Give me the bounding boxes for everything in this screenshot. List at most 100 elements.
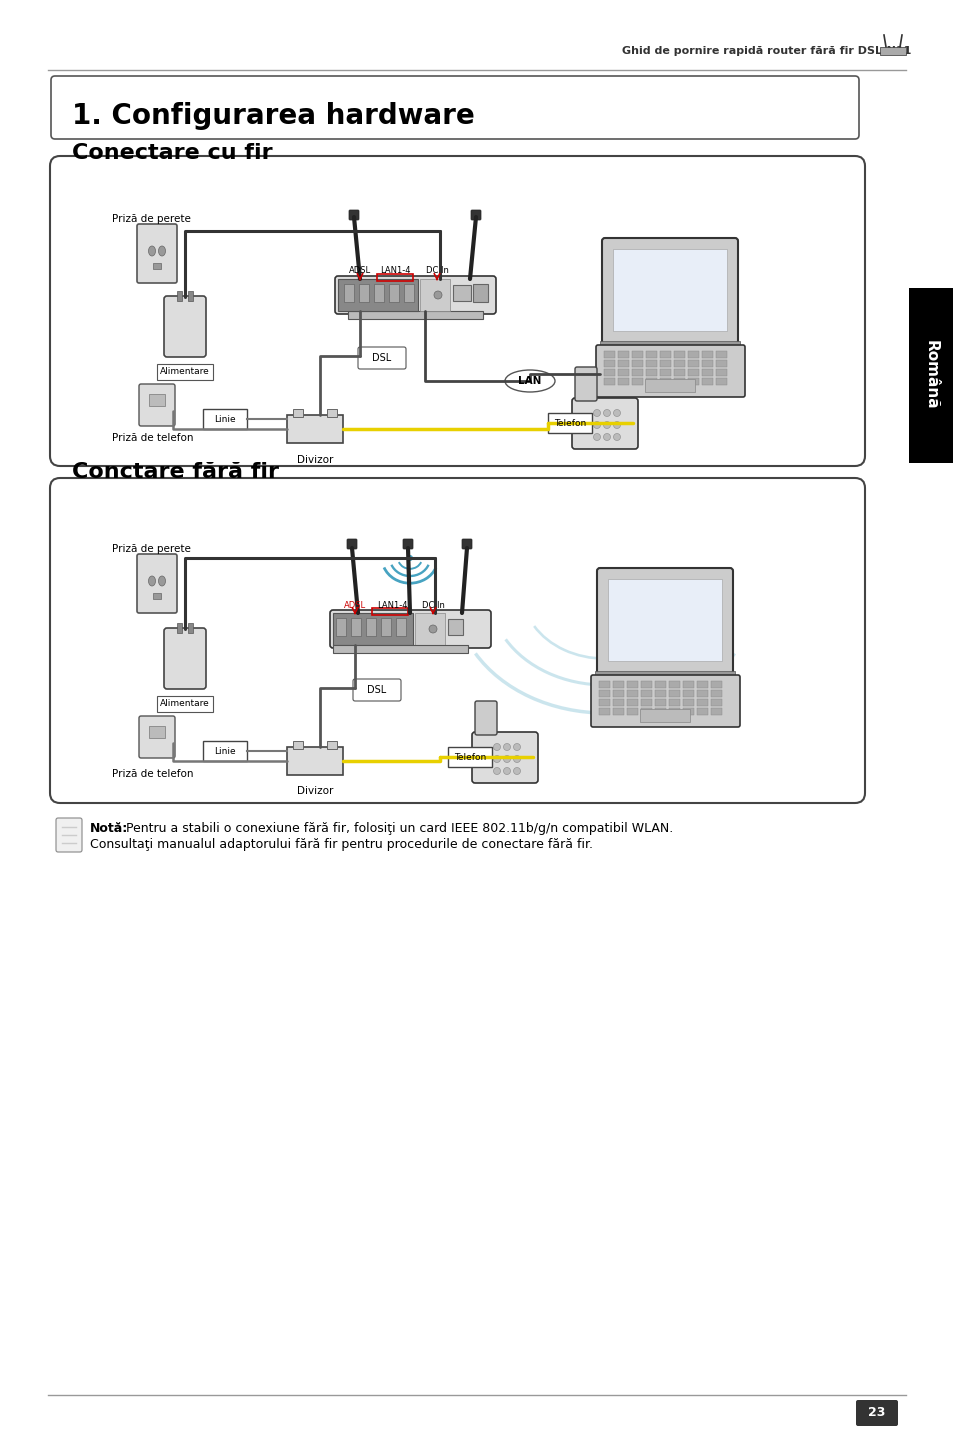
Text: Linie: Linie — [214, 746, 235, 756]
Text: Divizor: Divizor — [296, 455, 333, 465]
Bar — [668, 707, 679, 715]
Bar — [618, 369, 628, 377]
Bar — [598, 682, 609, 687]
Text: 23: 23 — [867, 1406, 884, 1419]
Text: Consultaţi manualul adaptorului fără fir pentru procedurile de conectare fără fi: Consultaţi manualul adaptorului fără fir… — [90, 838, 593, 851]
FancyBboxPatch shape — [347, 538, 356, 548]
Bar — [473, 284, 488, 302]
Text: 1. Configurarea hardware: 1. Configurarea hardware — [71, 102, 475, 130]
Circle shape — [407, 556, 413, 561]
Text: ADSL: ADSL — [344, 601, 366, 610]
Bar — [547, 412, 592, 432]
Bar — [631, 359, 642, 367]
Bar — [626, 690, 638, 697]
Text: Notă:: Notă: — [90, 822, 128, 835]
Circle shape — [493, 768, 500, 775]
Bar — [659, 369, 670, 377]
Bar — [655, 690, 665, 697]
Bar — [595, 672, 734, 677]
Bar — [149, 726, 165, 737]
FancyBboxPatch shape — [475, 702, 497, 735]
Circle shape — [513, 756, 520, 762]
Bar — [203, 410, 247, 430]
Bar — [149, 394, 165, 407]
Bar — [710, 682, 721, 687]
FancyBboxPatch shape — [330, 610, 491, 649]
FancyBboxPatch shape — [601, 238, 738, 344]
Text: Ghid de pornire rapidă router fără fir DSL-N11: Ghid de pornire rapidă router fără fir D… — [621, 46, 910, 56]
Bar — [351, 619, 360, 636]
Circle shape — [613, 434, 619, 441]
FancyBboxPatch shape — [164, 296, 206, 357]
Bar — [344, 284, 354, 302]
Text: Linie: Linie — [214, 414, 235, 424]
Circle shape — [613, 410, 619, 417]
Bar — [152, 263, 161, 269]
Bar — [640, 690, 651, 697]
Bar — [293, 410, 303, 417]
Circle shape — [429, 624, 436, 633]
Ellipse shape — [158, 246, 165, 256]
Bar — [682, 699, 693, 706]
FancyBboxPatch shape — [461, 538, 472, 548]
Bar — [682, 682, 693, 687]
Circle shape — [593, 410, 599, 417]
Text: Conectare cu fir: Conectare cu fir — [71, 143, 273, 163]
Bar — [716, 351, 726, 358]
Bar — [644, 379, 695, 392]
Bar — [419, 279, 450, 311]
Bar — [701, 351, 712, 358]
Bar — [673, 359, 684, 367]
Bar — [453, 285, 471, 301]
Bar — [327, 740, 336, 749]
Bar — [335, 619, 346, 636]
Ellipse shape — [158, 576, 165, 586]
Bar — [645, 378, 657, 385]
Bar — [655, 707, 665, 715]
Bar — [415, 613, 444, 644]
FancyBboxPatch shape — [50, 478, 864, 803]
Text: LAN1-4: LAN1-4 — [376, 601, 407, 610]
FancyBboxPatch shape — [50, 156, 864, 465]
Bar — [687, 351, 699, 358]
Bar — [687, 378, 699, 385]
Ellipse shape — [504, 369, 555, 392]
Bar — [631, 351, 642, 358]
Bar — [668, 690, 679, 697]
Bar — [701, 359, 712, 367]
Circle shape — [603, 421, 610, 428]
Bar — [710, 690, 721, 697]
Bar — [607, 579, 721, 662]
Bar — [448, 619, 462, 634]
Bar — [682, 690, 693, 697]
Bar — [613, 249, 726, 331]
Bar — [389, 284, 398, 302]
Bar — [376, 274, 413, 281]
Bar — [395, 619, 406, 636]
Bar — [673, 369, 684, 377]
Bar — [618, 378, 628, 385]
Bar — [673, 351, 684, 358]
Bar — [613, 682, 623, 687]
Bar — [908, 288, 953, 463]
Circle shape — [503, 756, 510, 762]
Bar — [188, 291, 193, 301]
Bar — [710, 699, 721, 706]
Bar — [157, 364, 213, 379]
Bar — [659, 351, 670, 358]
Text: Conctare fără fir: Conctare fără fir — [71, 463, 278, 483]
Text: LAN1-4: LAN1-4 — [379, 266, 410, 275]
Bar — [603, 351, 615, 358]
Text: LAN: LAN — [517, 377, 541, 387]
Bar — [655, 682, 665, 687]
Bar — [682, 707, 693, 715]
Text: Divizor: Divizor — [296, 786, 333, 796]
Bar — [640, 707, 651, 715]
FancyBboxPatch shape — [357, 347, 406, 369]
Bar — [697, 707, 707, 715]
Bar — [603, 378, 615, 385]
Bar — [403, 284, 414, 302]
FancyBboxPatch shape — [855, 1400, 897, 1426]
Bar — [177, 291, 182, 301]
Bar — [618, 359, 628, 367]
